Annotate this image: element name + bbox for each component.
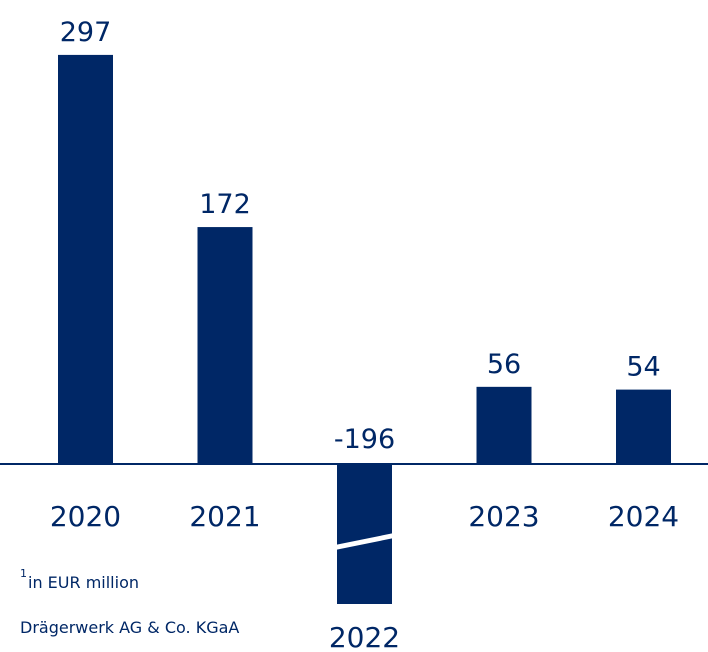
axis-break [335,533,394,550]
value-label: 297 [60,17,112,48]
bar [616,389,671,464]
bar [476,386,532,464]
value-label: 54 [626,352,660,383]
footnote-marker: 1 [20,567,27,580]
bar [197,227,253,464]
bar [337,463,392,604]
x-tick-label: 2021 [189,500,260,533]
x-tick-label: 2020 [50,500,121,533]
footnote: in EUR million [28,573,139,592]
bar [58,54,113,464]
x-tick-label: 2024 [608,500,679,533]
source: Drägerwerk AG & Co. KGaA [20,618,239,637]
x-tick-label: 2023 [468,500,539,533]
value-label: 56 [487,349,521,380]
value-label: -196 [334,424,395,455]
value-label: 172 [199,189,251,220]
x-tick-label: 2022 [329,621,400,652]
